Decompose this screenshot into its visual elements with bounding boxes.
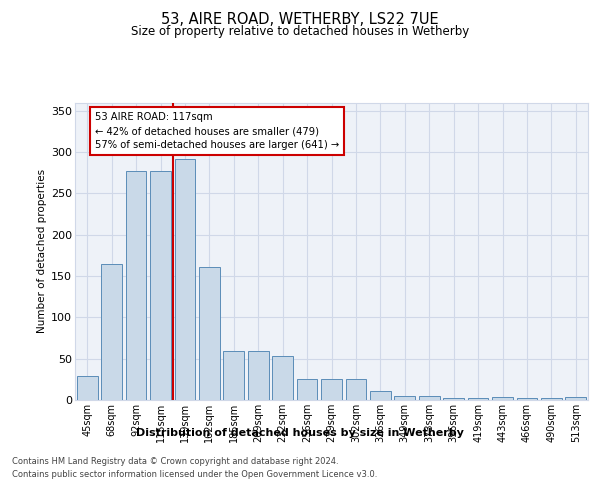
Bar [565,396,586,400]
Bar [517,398,538,400]
Bar [541,398,562,400]
Bar [346,378,367,400]
Bar [419,396,440,400]
Bar [101,264,122,400]
Bar [296,378,317,400]
Bar [175,158,196,400]
Text: 53, AIRE ROAD, WETHERBY, LS22 7UE: 53, AIRE ROAD, WETHERBY, LS22 7UE [161,12,439,28]
Bar [370,391,391,400]
Bar [248,351,269,400]
Bar [223,351,244,400]
Bar [394,396,415,400]
Text: Distribution of detached houses by size in Wetherby: Distribution of detached houses by size … [136,428,464,438]
Bar [492,396,513,400]
Bar [467,398,488,400]
Bar [125,171,146,400]
Bar [150,171,171,400]
Text: Size of property relative to detached houses in Wetherby: Size of property relative to detached ho… [131,25,469,38]
Bar [443,398,464,400]
Bar [77,376,98,400]
Text: Contains public sector information licensed under the Open Government Licence v3: Contains public sector information licen… [12,470,377,479]
Y-axis label: Number of detached properties: Number of detached properties [37,169,47,334]
Text: Contains HM Land Registry data © Crown copyright and database right 2024.: Contains HM Land Registry data © Crown c… [12,458,338,466]
Text: 53 AIRE ROAD: 117sqm
← 42% of detached houses are smaller (479)
57% of semi-deta: 53 AIRE ROAD: 117sqm ← 42% of detached h… [95,112,339,150]
Bar [199,267,220,400]
Bar [321,378,342,400]
Bar [272,356,293,400]
